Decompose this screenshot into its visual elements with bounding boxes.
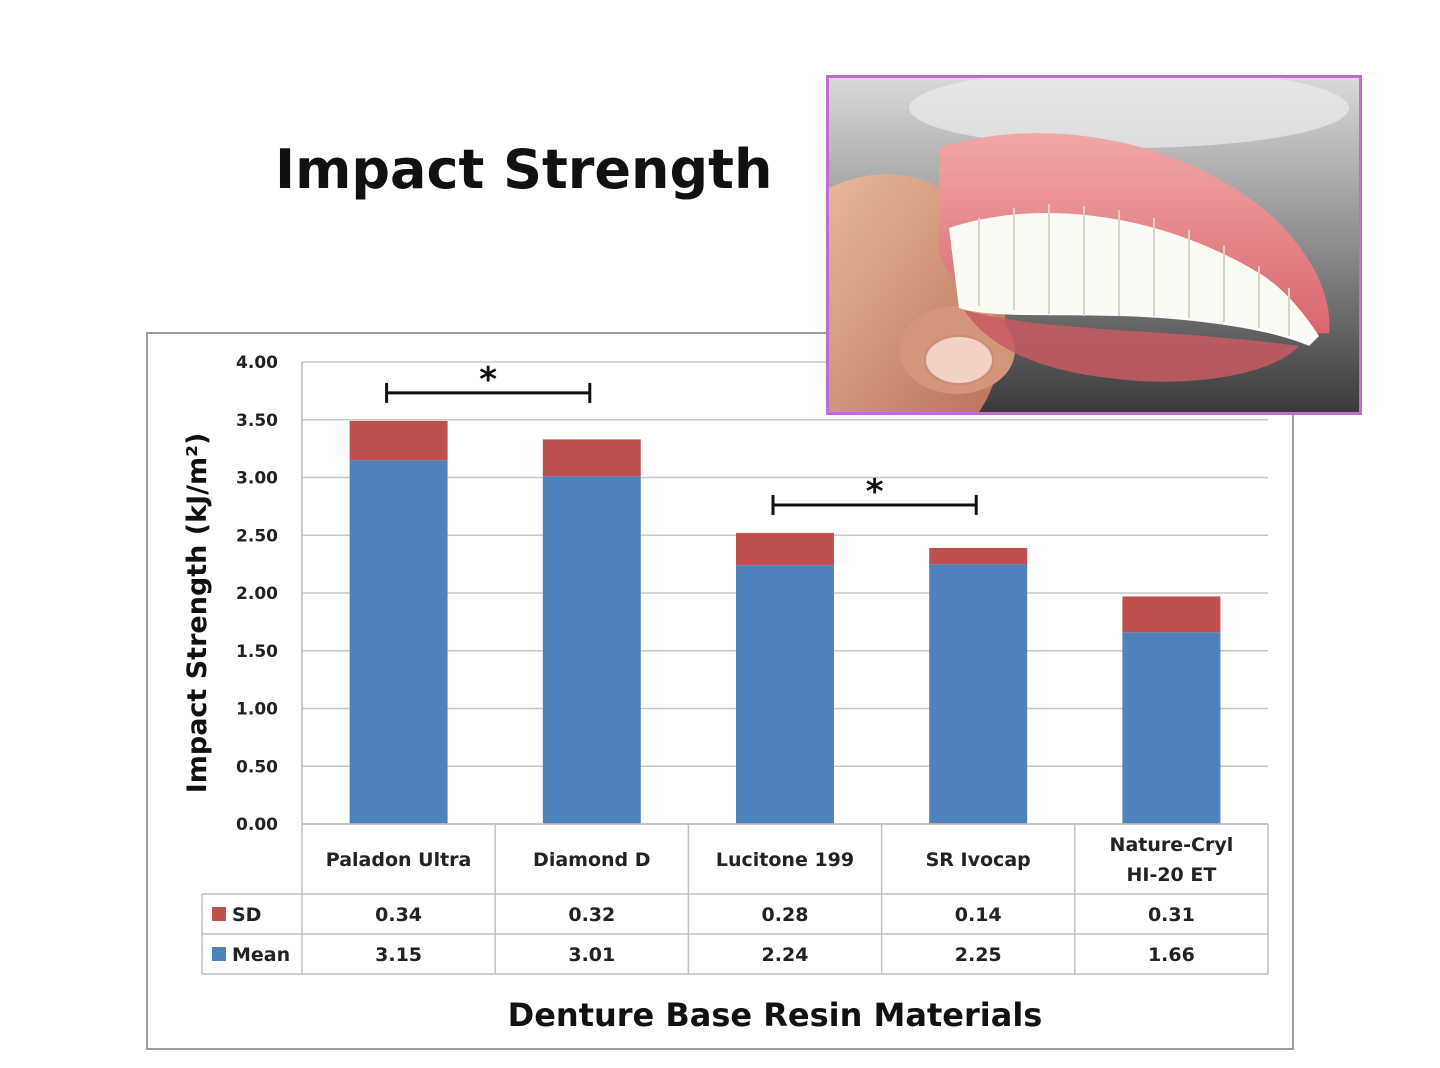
- impact-strength-chart: 0.00 0.50 1.00 1.50 2.00 2.50 3.00 3.50 4.00 Impa…: [182, 353, 1269, 1034]
- chart-frame: 0.00 0.50 1.00 1.50 2.00 2.50 3.00 3.50 4.00 Impa…: [146, 332, 1294, 1050]
- category-label: Nature-Cryl: [1110, 834, 1234, 856]
- bar-mean: [349, 460, 448, 824]
- legend-swatch: [212, 907, 226, 921]
- bar-mean: [542, 476, 641, 824]
- category-label: SR Ivocap: [926, 849, 1031, 871]
- significance-star: *: [866, 472, 884, 512]
- data-table-value: 2.24: [762, 944, 809, 966]
- data-table-value: 3.01: [568, 944, 615, 966]
- significance-star: *: [479, 360, 497, 400]
- legend-label: Mean: [232, 944, 290, 966]
- data-table-value: 0.32: [568, 904, 615, 926]
- y-tick-label: 1.00: [236, 700, 278, 720]
- data-table-value: 0.34: [375, 904, 422, 926]
- data-table-value: 2.25: [955, 944, 1002, 966]
- bar-sd: [542, 439, 641, 477]
- bar-sd: [736, 532, 834, 566]
- data-table-value: 1.66: [1148, 944, 1195, 966]
- y-tick-label: 1.50: [236, 642, 278, 662]
- data-table-value: 3.15: [375, 944, 422, 966]
- bar-mean: [929, 564, 1028, 824]
- category-label: Paladon Ultra: [326, 849, 472, 871]
- y-tick-label: 3.00: [236, 469, 278, 489]
- y-tick-label: 4.00: [236, 353, 278, 373]
- slide-title: Impact Strength: [275, 138, 773, 201]
- category-label: Diamond D: [533, 849, 650, 871]
- y-tick-label: 3.50: [236, 411, 278, 431]
- y-tick-label: 0.00: [236, 815, 278, 835]
- bar-mean: [1122, 632, 1221, 824]
- y-axis-title: Impact Strength (kJ/m²): [182, 433, 213, 794]
- data-table-value: 0.14: [955, 904, 1002, 926]
- bar-sd: [349, 420, 448, 461]
- y-tick-label: 0.50: [236, 757, 278, 777]
- legend-label: SD: [232, 904, 261, 926]
- bar-sd: [929, 547, 1028, 565]
- legend-swatch: [212, 947, 226, 961]
- y-tick-label: 2.00: [236, 584, 278, 604]
- data-table-value: 0.28: [762, 904, 809, 926]
- category-label: Lucitone 199: [716, 849, 854, 871]
- x-axis-title: Denture Base Resin Materials: [508, 996, 1043, 1034]
- bar-mean: [736, 565, 834, 824]
- category-label: HI-20 ET: [1126, 864, 1216, 886]
- data-table-value: 0.31: [1148, 904, 1195, 926]
- bar-sd: [1122, 596, 1221, 633]
- y-tick-label: 2.50: [236, 526, 278, 546]
- denture-photo: [826, 75, 1362, 415]
